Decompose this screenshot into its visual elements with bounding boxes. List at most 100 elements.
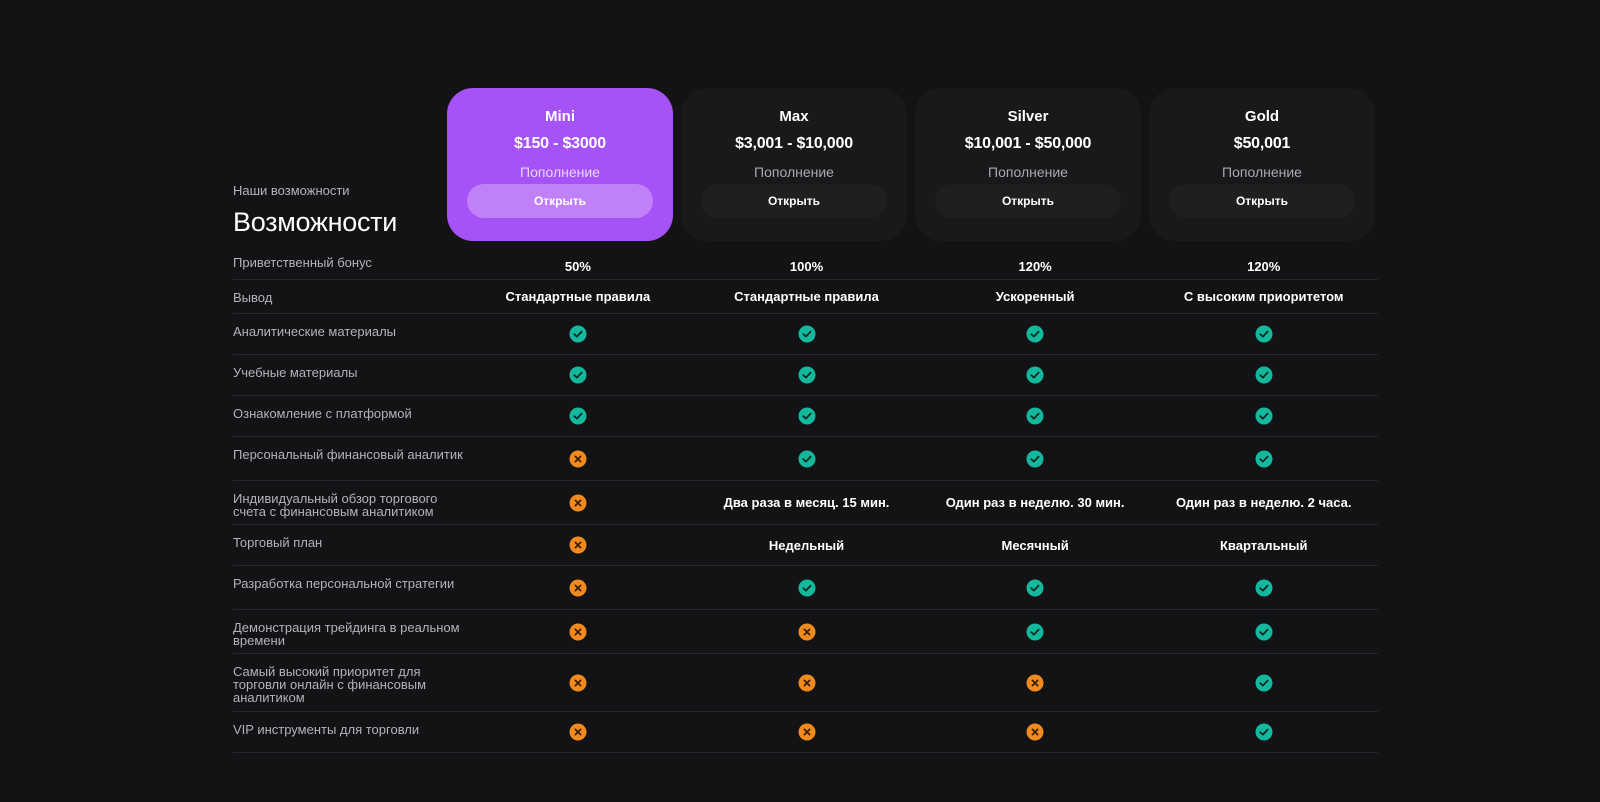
feature-value: С высоким приоритетом bbox=[1183, 289, 1344, 304]
features-header: Наши возможности Возможности bbox=[233, 183, 443, 238]
feature-value bbox=[464, 494, 693, 512]
check-icon bbox=[1026, 579, 1044, 597]
plan-deposit-label: Пополнение bbox=[1222, 164, 1302, 180]
plan-deposit-label: Пополнение bbox=[520, 164, 600, 180]
feature-row: Вывод Стандартные правила Стандартные прав… bbox=[233, 280, 1378, 314]
check-icon bbox=[569, 366, 587, 384]
check-icon bbox=[569, 325, 587, 343]
feature-value bbox=[921, 723, 1150, 741]
feature-value bbox=[692, 450, 921, 468]
feature-label: Учебные материалы bbox=[233, 365, 358, 380]
feature-value bbox=[1149, 325, 1378, 343]
check-icon bbox=[798, 325, 816, 343]
cross-icon bbox=[569, 450, 587, 468]
check-icon bbox=[1255, 723, 1273, 741]
feature-value: Месячный bbox=[1001, 537, 1069, 553]
check-icon bbox=[1255, 674, 1273, 692]
feature-value bbox=[921, 366, 1150, 384]
feature-value bbox=[921, 450, 1150, 468]
check-icon bbox=[798, 366, 816, 384]
feature-label: VIP инструменты для торговли bbox=[233, 722, 420, 737]
feature-value bbox=[1149, 623, 1378, 641]
check-icon bbox=[1255, 450, 1273, 468]
check-icon bbox=[1026, 325, 1044, 343]
feature-label: Индивидуальный обзор торгового счета с ф… bbox=[233, 491, 438, 519]
check-icon bbox=[798, 579, 816, 597]
feature-value: 50% bbox=[564, 258, 591, 274]
feature-value: Недельный bbox=[768, 537, 845, 553]
feature-value: Ускоренный bbox=[995, 289, 1075, 304]
feature-value bbox=[464, 579, 693, 597]
feature-label: Демонстрация трейдинга в реальном времен… bbox=[233, 620, 460, 648]
feature-value: 120% bbox=[1247, 258, 1281, 274]
feature-row: Торговый план Недельный Месячный Квартальны… bbox=[233, 525, 1378, 566]
check-icon bbox=[1255, 623, 1273, 641]
feature-row: Индивидуальный обзор торгового счета с ф… bbox=[233, 481, 1378, 525]
feature-row: Учебные материалы bbox=[233, 355, 1378, 396]
feature-value bbox=[692, 407, 921, 425]
plan-name: Silver bbox=[1007, 108, 1049, 125]
check-icon bbox=[569, 407, 587, 425]
check-icon bbox=[1026, 450, 1044, 468]
feature-value bbox=[921, 325, 1150, 343]
feature-value bbox=[921, 674, 1150, 692]
cross-icon bbox=[798, 723, 816, 741]
section-subtitle: Наши возможности bbox=[233, 183, 350, 198]
check-icon bbox=[1026, 623, 1044, 641]
feature-value bbox=[921, 623, 1150, 641]
feature-row: Приветственный бонус 50% 100% 120% 120% bbox=[233, 251, 1378, 280]
feature-value: Стандартные правила bbox=[734, 289, 879, 304]
feature-row: VIP инструменты для торговли bbox=[233, 712, 1378, 753]
plan-price: $50,001 bbox=[1233, 135, 1291, 152]
open-gold-button[interactable]: Открыть bbox=[1169, 184, 1355, 218]
cross-icon bbox=[569, 674, 587, 692]
feature-value bbox=[1149, 723, 1378, 741]
feature-value bbox=[464, 723, 693, 741]
open-silver-button[interactable]: Открыть bbox=[935, 184, 1121, 218]
plan-name: Gold bbox=[1244, 108, 1280, 125]
feature-value: 120% bbox=[1018, 258, 1052, 274]
cross-icon bbox=[569, 623, 587, 641]
cross-icon bbox=[1026, 723, 1044, 741]
check-icon bbox=[1026, 366, 1044, 384]
feature-value: Один раз в неделю. 30 мин. bbox=[945, 495, 1125, 510]
feature-value: Квартальный bbox=[1219, 537, 1308, 553]
cross-icon bbox=[798, 674, 816, 692]
plan-card-mini: Mini $150 - $3000 Пополнение Открыть bbox=[447, 88, 673, 241]
plan-name: Mini bbox=[545, 108, 575, 125]
feature-value bbox=[464, 623, 693, 641]
open-max-button[interactable]: Открыть bbox=[701, 184, 887, 218]
feature-value: 100% bbox=[789, 258, 824, 274]
feature-value bbox=[1149, 366, 1378, 384]
features-table: Приветственный бонус 50% 100% 120% 120% Вывод… bbox=[233, 251, 1378, 753]
feature-value bbox=[464, 366, 693, 384]
feature-label: Торговый план bbox=[233, 535, 323, 550]
check-icon bbox=[1255, 366, 1273, 384]
plan-price: $10,001 - $50,000 bbox=[964, 135, 1092, 152]
feature-label: Аналитические материалы bbox=[233, 324, 397, 339]
feature-value bbox=[1149, 450, 1378, 468]
cross-icon bbox=[569, 579, 587, 597]
check-icon bbox=[1255, 325, 1273, 343]
cross-icon bbox=[569, 723, 587, 741]
feature-row: Персональный финансовый аналитик bbox=[233, 437, 1378, 481]
open-mini-button[interactable]: Открыть bbox=[467, 184, 653, 218]
plan-price: $3,001 - $10,000 bbox=[735, 135, 853, 152]
check-icon bbox=[1255, 407, 1273, 425]
feature-value bbox=[921, 407, 1150, 425]
plan-card-gold: Gold $50,001 Пополнение Открыть bbox=[1149, 88, 1375, 241]
plan-cards: Mini $150 - $3000 Пополнение Открыть Max… bbox=[447, 88, 1375, 241]
feature-value bbox=[1149, 579, 1378, 597]
feature-value: Два раза в месяц. 15 мин. bbox=[723, 495, 890, 510]
section-title: Возможности bbox=[233, 207, 398, 237]
feature-row: Ознакомление с платформой bbox=[233, 396, 1378, 437]
cross-icon bbox=[798, 623, 816, 641]
cross-icon bbox=[569, 536, 587, 554]
plan-price: $150 - $3000 bbox=[514, 135, 606, 152]
plan-deposit-label: Пополнение bbox=[988, 164, 1068, 180]
feature-label: Приветственный бонус bbox=[233, 255, 372, 270]
feature-label: Персональный финансовый аналитик bbox=[233, 447, 463, 462]
feature-label: Разработка персональной стратегии bbox=[233, 576, 455, 591]
plan-card-max: Max $3,001 - $10,000 Пополнение Открыть bbox=[681, 88, 907, 241]
feature-label: Ознакомление с платформой bbox=[233, 406, 412, 421]
